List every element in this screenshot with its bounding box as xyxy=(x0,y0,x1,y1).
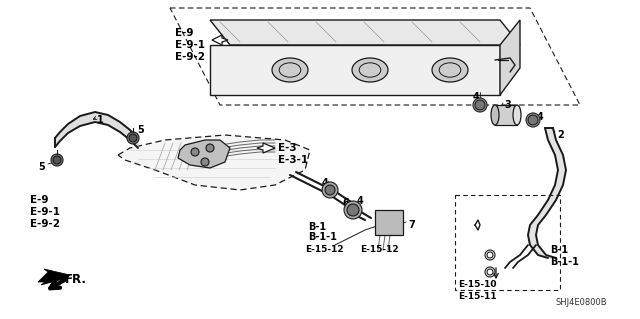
Text: E-9-1: E-9-1 xyxy=(175,40,205,50)
Polygon shape xyxy=(257,143,275,153)
Polygon shape xyxy=(500,20,520,95)
Circle shape xyxy=(325,185,335,195)
Text: E-9: E-9 xyxy=(175,28,193,38)
Text: 1: 1 xyxy=(97,115,104,125)
Text: 7: 7 xyxy=(408,220,415,230)
Circle shape xyxy=(526,113,540,127)
Polygon shape xyxy=(38,269,70,285)
Text: 4: 4 xyxy=(472,92,479,102)
Circle shape xyxy=(473,98,487,112)
Text: E-9-2: E-9-2 xyxy=(175,52,205,62)
Polygon shape xyxy=(55,112,138,148)
Text: B-1: B-1 xyxy=(550,245,568,255)
Text: 4: 4 xyxy=(537,112,544,122)
Circle shape xyxy=(344,201,362,219)
Text: E-15-12: E-15-12 xyxy=(305,245,344,254)
Text: 3: 3 xyxy=(504,100,511,110)
Circle shape xyxy=(322,182,338,198)
Circle shape xyxy=(51,154,63,166)
Polygon shape xyxy=(118,135,310,190)
Polygon shape xyxy=(178,140,230,168)
Circle shape xyxy=(528,115,538,125)
Text: 2: 2 xyxy=(557,130,564,140)
Polygon shape xyxy=(210,20,520,45)
Text: 5: 5 xyxy=(137,125,144,135)
Ellipse shape xyxy=(513,105,521,125)
Text: 6: 6 xyxy=(342,198,349,208)
Circle shape xyxy=(191,148,199,156)
Text: E-15-11: E-15-11 xyxy=(458,292,497,301)
Text: B-1-1: B-1-1 xyxy=(550,257,579,267)
Text: E-9-1: E-9-1 xyxy=(30,207,60,217)
Ellipse shape xyxy=(491,105,499,125)
Ellipse shape xyxy=(432,58,468,82)
Bar xyxy=(375,210,403,235)
Circle shape xyxy=(475,100,485,110)
Polygon shape xyxy=(528,128,566,258)
Text: E-9: E-9 xyxy=(30,195,49,205)
Circle shape xyxy=(53,156,61,164)
Text: E-15-12: E-15-12 xyxy=(360,245,399,254)
Circle shape xyxy=(206,144,214,152)
Text: E-3-1: E-3-1 xyxy=(278,155,308,165)
Bar xyxy=(495,105,517,125)
Circle shape xyxy=(127,132,139,144)
Polygon shape xyxy=(212,35,228,45)
Text: 5: 5 xyxy=(38,162,45,172)
Text: E-3: E-3 xyxy=(278,143,296,153)
Text: B-1: B-1 xyxy=(308,222,326,232)
Text: FR.: FR. xyxy=(65,273,87,286)
Text: B-1-1: B-1-1 xyxy=(308,232,337,242)
Text: E-9-2: E-9-2 xyxy=(30,219,60,229)
Text: 4: 4 xyxy=(322,178,329,188)
Polygon shape xyxy=(210,45,500,95)
Ellipse shape xyxy=(352,58,388,82)
Ellipse shape xyxy=(272,58,308,82)
Circle shape xyxy=(201,158,209,166)
Text: 4: 4 xyxy=(357,196,364,206)
Circle shape xyxy=(347,204,359,216)
Circle shape xyxy=(129,134,137,142)
Text: E-15-10: E-15-10 xyxy=(458,280,497,289)
Text: SHJ4E0800B: SHJ4E0800B xyxy=(555,298,607,307)
